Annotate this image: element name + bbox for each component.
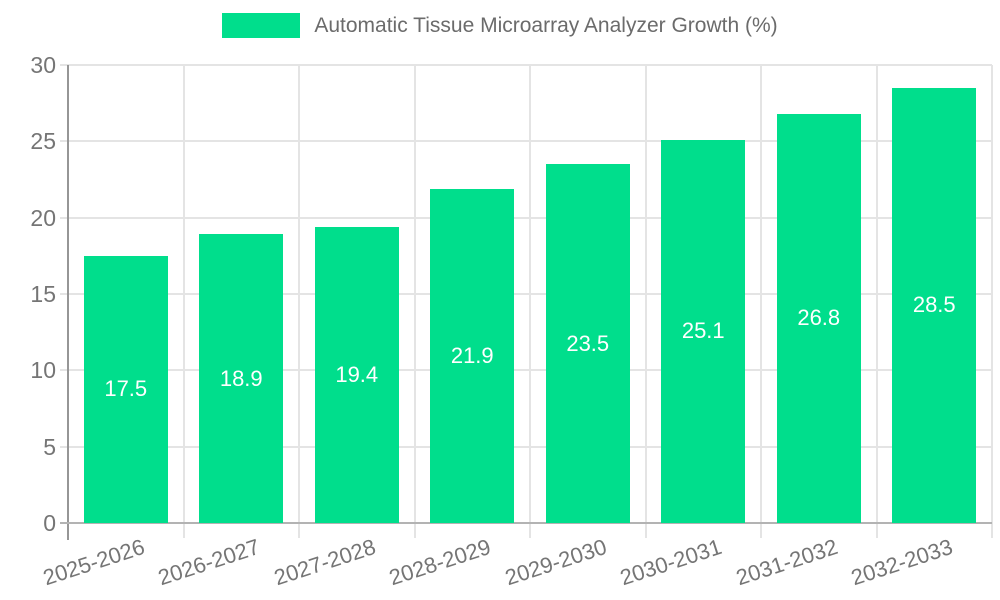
x-gridline	[991, 65, 993, 538]
legend-swatch	[222, 13, 301, 38]
x-gridline	[875, 65, 878, 538]
y-gridline	[60, 216, 992, 219]
bar-value-label: 25.1	[681, 318, 725, 344]
legend: Automatic Tissue Microarray Analyzer Gro…	[0, 13, 1000, 38]
bar: 18.9	[199, 234, 284, 523]
bar: 26.8	[776, 113, 861, 523]
bar-value-label: 23.5	[566, 330, 610, 356]
bar: 17.5	[83, 255, 168, 523]
y-tick-label: 30	[30, 52, 56, 78]
y-tick-label: 10	[30, 357, 56, 384]
y-gridline	[60, 140, 992, 143]
bar-value-label: 18.9	[219, 365, 263, 391]
x-gridline	[182, 65, 185, 538]
bar: 28.5	[892, 87, 977, 523]
y-axis-line	[67, 65, 69, 540]
x-gridline	[413, 65, 416, 538]
bar: 19.4	[314, 226, 399, 523]
y-tick-label: 20	[30, 204, 56, 231]
bar-value-label: 26.8	[797, 305, 841, 331]
y-gridline	[60, 293, 992, 295]
y-tick-label: 0	[43, 510, 56, 536]
x-axis-line	[60, 522, 992, 524]
y-gridline	[60, 369, 992, 372]
x-gridline	[529, 65, 531, 538]
bar: 23.5	[545, 164, 630, 523]
y-tick-label: 25	[30, 128, 56, 155]
bar: 25.1	[661, 139, 746, 523]
bar-value-label: 17.5	[104, 376, 148, 402]
y-tick-label: 5	[43, 433, 56, 460]
bar-value-label: 28.5	[912, 292, 956, 318]
x-gridline	[298, 65, 300, 538]
legend-label: Automatic Tissue Microarray Analyzer Gro…	[314, 14, 778, 37]
y-gridline	[60, 445, 992, 448]
y-gridline	[60, 64, 992, 66]
bar-value-label: 21.9	[450, 342, 494, 368]
x-gridline	[760, 65, 762, 538]
bar-value-label: 19.4	[335, 361, 379, 387]
y-tick-label: 15	[30, 281, 56, 307]
bar: 21.9	[430, 188, 515, 523]
x-gridline	[644, 65, 647, 538]
